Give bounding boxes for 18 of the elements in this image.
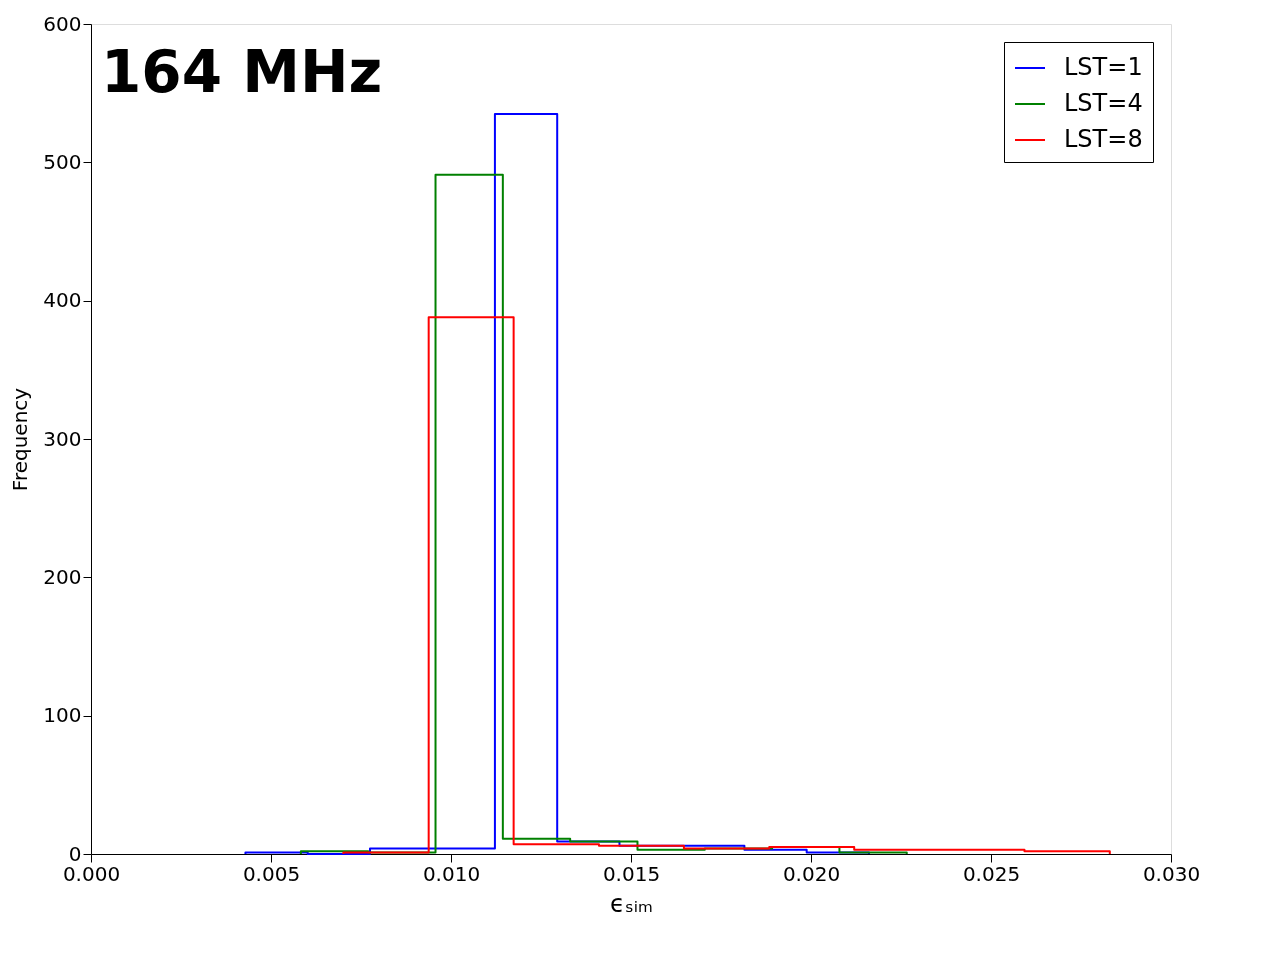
y-tick-label: 100 xyxy=(43,703,82,728)
chart-title: 164 MHz xyxy=(101,38,383,106)
y-axis-title: Frequency xyxy=(8,387,33,492)
y-tick-label: 400 xyxy=(43,288,82,313)
x-tick-label: 0.030 xyxy=(1142,861,1201,886)
x-tick-label: 0.025 xyxy=(962,861,1021,886)
legend-label: LST=1 xyxy=(1064,53,1143,81)
y-tick-label: 600 xyxy=(43,11,82,36)
x-axis-title: ϵₛᵢₘ xyxy=(610,889,653,918)
x-tick-label: 0.010 xyxy=(422,861,481,886)
y-tick-label: 500 xyxy=(43,149,82,174)
legend-label: LST=8 xyxy=(1064,125,1143,153)
x-tick-label: 0.020 xyxy=(782,861,841,886)
x-tick-label: 0.015 xyxy=(602,861,661,886)
x-tick-label: 0.005 xyxy=(242,861,301,886)
legend-label: LST=4 xyxy=(1064,89,1143,117)
y-tick-label: 200 xyxy=(43,564,82,589)
y-tick-label: 300 xyxy=(43,426,82,451)
